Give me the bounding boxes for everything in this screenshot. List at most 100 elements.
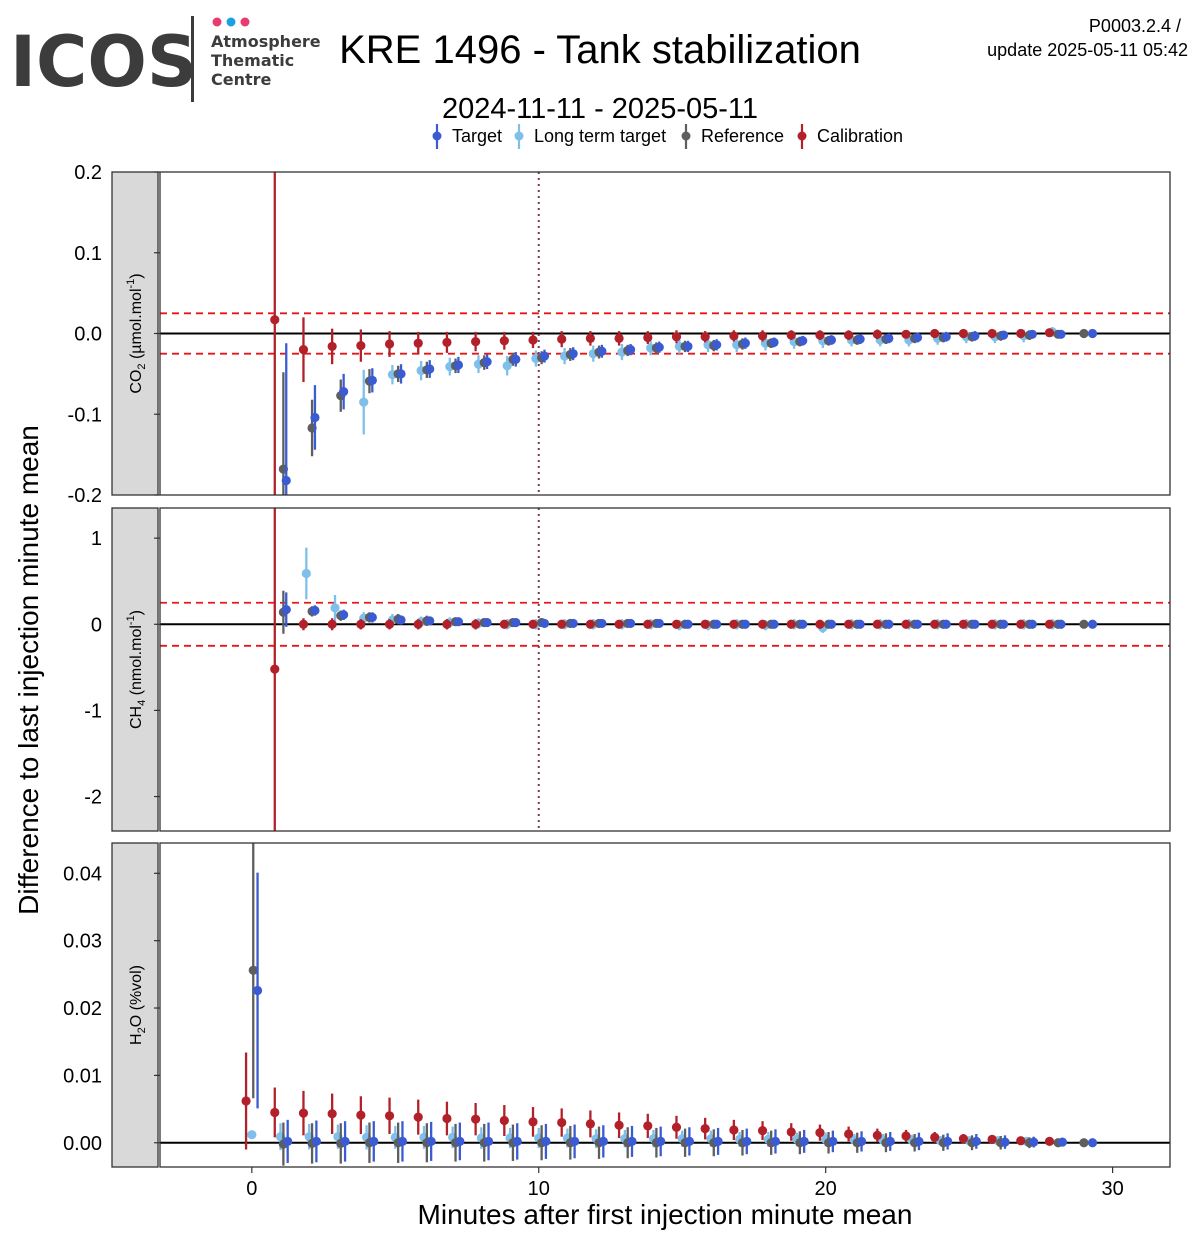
data-point: [614, 1112, 624, 1139]
data-point: [815, 1124, 825, 1141]
point-marker: [585, 333, 595, 343]
series-target: [281, 328, 1098, 495]
data-point: [643, 1113, 653, 1139]
point-marker: [359, 397, 369, 407]
data-point: [958, 328, 969, 339]
logo-word: ICOS: [10, 21, 197, 103]
panel-strip-label: H2O (%vol): [128, 965, 148, 1045]
point-marker: [539, 351, 550, 361]
data-point: [826, 619, 837, 629]
point-marker: [384, 1111, 395, 1121]
point-marker: [281, 605, 291, 615]
point-marker: [340, 1136, 350, 1147]
point-marker: [528, 335, 538, 345]
data-point: [1027, 619, 1037, 629]
point-marker: [828, 1136, 838, 1147]
point-marker: [1029, 1137, 1039, 1147]
point-marker: [815, 1128, 825, 1138]
data-point: [798, 335, 808, 346]
update-label: update 2025-05-11 05:42: [987, 40, 1188, 60]
point-marker: [327, 619, 337, 629]
data-point: [384, 619, 395, 630]
point-marker: [914, 1136, 924, 1147]
point-marker: [671, 332, 682, 342]
point-marker: [541, 1136, 551, 1147]
point-marker: [912, 619, 923, 629]
panel-strip-label: CH4 (nmol.mol-1): [125, 610, 148, 729]
point-marker: [597, 346, 607, 356]
panel-strip-label: CO2 (µmol.mol-1): [125, 273, 148, 393]
point-marker: [901, 1131, 911, 1141]
point-marker: [856, 1136, 867, 1147]
y-tick-label: 0.0: [74, 324, 102, 346]
point-marker: [241, 1096, 251, 1106]
data-point: [247, 1130, 257, 1140]
point-marker: [770, 1136, 781, 1147]
point-marker: [585, 1119, 595, 1129]
point-marker: [643, 1121, 653, 1131]
y-axis-label: Difference to last injection minute mean: [13, 425, 44, 915]
point-marker: [310, 412, 320, 423]
point-marker: [742, 1136, 752, 1147]
point-marker: [729, 1125, 739, 1135]
data-point: [557, 1108, 567, 1137]
point-marker: [499, 1115, 509, 1126]
point-marker: [855, 619, 865, 629]
point-marker: [786, 1127, 796, 1137]
logo-line-1: Atmosphere: [211, 32, 321, 51]
point-marker: [570, 1136, 580, 1147]
data-point: [712, 619, 722, 629]
data-point: [844, 619, 854, 629]
point-marker: [970, 619, 980, 629]
data-point: [340, 1121, 350, 1162]
series-long-term-target: [359, 327, 1057, 435]
data-point: [413, 1099, 423, 1135]
data-point: [1044, 328, 1055, 338]
data-point: [499, 619, 509, 629]
point-marker: [528, 1117, 538, 1127]
panel-3: H2O (%vol) 0.04 0.03 0.02 0.01 0.00: [63, 842, 1171, 1168]
data-point: [359, 369, 369, 435]
icos-logo: ICOS Atmosphere Thematic Centre: [10, 16, 321, 103]
data-point: [369, 1121, 379, 1162]
data-point: [252, 872, 263, 1109]
point-marker: [1057, 1137, 1068, 1147]
data-point: [413, 619, 423, 630]
point-marker: [426, 1136, 436, 1147]
point-marker: [1056, 619, 1066, 629]
series-calibration: [270, 172, 1055, 495]
data-point: [585, 331, 595, 346]
data-point: [799, 1129, 809, 1153]
point-marker: [958, 619, 969, 629]
panel-plot-area: [160, 508, 1170, 831]
data-point: [442, 619, 452, 630]
data-point: [528, 1107, 538, 1137]
point-marker: [396, 369, 406, 379]
point-marker: [270, 1107, 280, 1118]
point-marker: [901, 329, 911, 339]
data-point: [684, 1127, 694, 1156]
point-marker: [384, 619, 395, 629]
point-marker: [482, 357, 492, 367]
point-marker: [798, 619, 808, 629]
point-marker: [482, 617, 492, 628]
point-marker: [397, 1136, 408, 1147]
data-point: [455, 1122, 465, 1161]
data-point: [471, 619, 481, 630]
point-marker: [941, 619, 951, 629]
point-marker: [1087, 328, 1098, 339]
point-marker: [971, 1136, 981, 1147]
point-marker: [270, 664, 280, 674]
point-marker: [1044, 328, 1055, 338]
point-marker: [425, 364, 435, 374]
x-tick-label: 30: [1101, 1178, 1123, 1200]
point-marker: [310, 605, 320, 616]
data-point: [855, 334, 865, 344]
data-point: [884, 333, 894, 344]
point-marker: [998, 619, 1009, 629]
point-marker: [872, 619, 882, 629]
point-marker: [330, 603, 340, 613]
point-marker: [769, 337, 779, 347]
x-tick-label: 10: [528, 1178, 550, 1200]
panel-2: CH4 (nmol.mol-1) 1 0 -1 -2: [84, 507, 1171, 832]
